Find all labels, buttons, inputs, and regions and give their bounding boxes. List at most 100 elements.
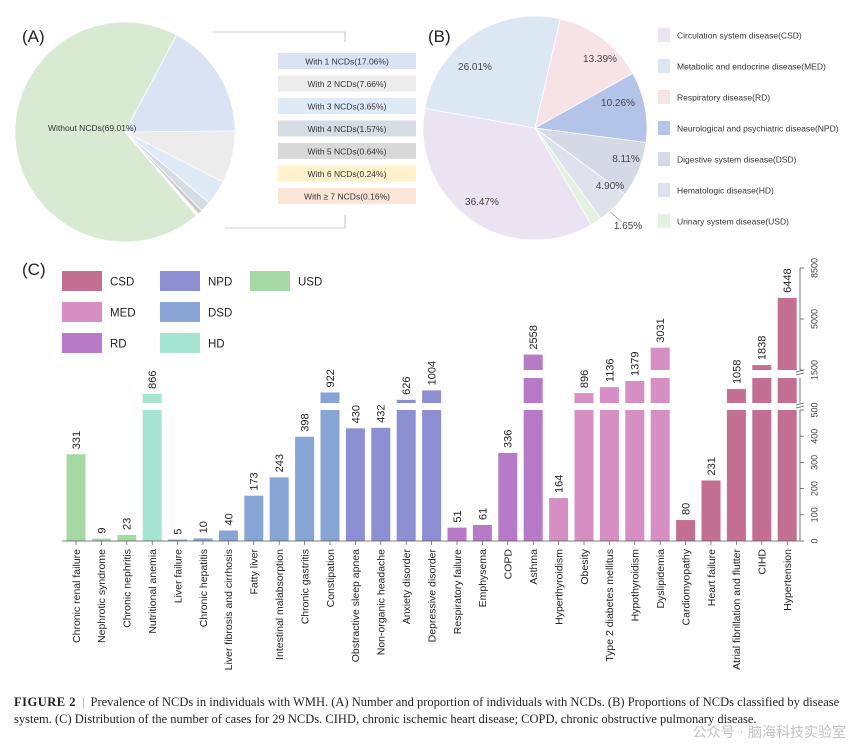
bar-value-hyperthyroidism: 164 — [554, 475, 566, 493]
bar-value-chronic-hepatitis: 10 — [198, 521, 210, 533]
legend-c-swatch-usd — [250, 271, 290, 291]
pie-b-slice-1 — [424, 15, 561, 129]
pie-a-leader-bottom — [225, 215, 346, 229]
caption-separator: | — [82, 695, 85, 709]
bar-heart-failure-part-0 — [701, 480, 721, 541]
bar-value-cihd: 1838 — [757, 336, 769, 360]
pie-b-label-4: 8.11% — [612, 154, 640, 165]
bar-fatty-liver-part-0 — [244, 495, 264, 541]
category-label-cihd: CIHD — [757, 549, 769, 575]
legend-b: Circulation system disease(CSD) Metabolic… — [658, 28, 839, 228]
bar-liver-fibrosis-and-cirrhosis-part-0 — [218, 530, 238, 541]
legend-c-swatch-rd — [62, 333, 102, 353]
bar-value-atrial-fibrillation-and-flutter: 1058 — [731, 360, 743, 384]
bar-value-chronic-renal-failure: 331 — [71, 431, 83, 449]
bar-value-depressive-disorder: 1004 — [427, 361, 439, 385]
bar-value-fatty-liver: 173 — [249, 472, 261, 490]
panel-label-b: (B) — [428, 27, 451, 46]
legend-c-label-med: MED — [110, 308, 136, 320]
axis-c-tick-label-1: 100 — [809, 507, 819, 522]
bar-value-asthma: 2558 — [528, 325, 540, 349]
category-label-hyperthyroidism: Hyperthyroidism — [553, 549, 565, 625]
category-label-hypertension: Hypertension — [782, 549, 794, 611]
category-label-obstractive-sleep-apnea: Obstractive sleep apnea — [350, 549, 362, 662]
bar-atrial-fibrillation-and-flutter-part-0 — [726, 410, 746, 541]
bar-cihd-part-0 — [752, 410, 772, 541]
axis-c-tick-label-8: 8500 — [809, 258, 819, 278]
bar-value-liver-fibrosis-and-cirrhosis: 40 — [223, 513, 235, 525]
bar-value-anxiety-disorder: 626 — [401, 376, 413, 394]
category-label-fatty-liver: Fatty liver — [249, 549, 261, 595]
category-label-cardiomyopathy: Cardiomyopathy — [680, 548, 692, 625]
bar-value-nephrotic-syndrome: 9 — [96, 528, 108, 534]
bar-value-nutritional-anemia: 866 — [147, 370, 159, 388]
figure-caption: FIGURE 2 | Prevalence of NCDs in individua… — [14, 694, 850, 728]
bar-intestinal-malabsorption-part-0 — [269, 477, 289, 541]
bar-emphysema-part-0 — [472, 525, 492, 541]
pie-a-slice-1 — [124, 34, 236, 133]
bar-chronic-renal-failure-part-0 — [66, 454, 86, 541]
bar-value-type-2-diabetes-mellitus: 1136 — [604, 358, 616, 382]
bar-value-cardiomyopathy: 80 — [681, 503, 693, 515]
bar-depressive-disorder-part-0 — [422, 410, 442, 541]
bar-asthma-part-2 — [523, 354, 543, 370]
category-label-chronic-gastritis: Chronic gastritis — [299, 549, 311, 624]
bar-value-constipation: 922 — [325, 369, 337, 387]
category-label-depressive-disorder: Depressive disorder — [426, 548, 438, 642]
category-label-liver-failure: Liver failure — [172, 549, 184, 603]
pie-a-label-6: With 6 NCDs(0.24%) — [308, 169, 387, 179]
bar-value-respiratory-failure: 51 — [452, 510, 464, 522]
legend-b-swatch-2 — [658, 90, 670, 104]
bar-type-2-diabetes-mellitus-part-0 — [599, 410, 619, 541]
pie-b-slice-0 — [422, 107, 592, 241]
category-label-dyslipidemia: Dyslipidemia — [655, 549, 667, 609]
bar-hypothyroidism-part-0 — [625, 410, 645, 541]
pie-a-label-box-3 — [278, 98, 416, 114]
pie-a-label-1: With 1 NCDs(17.06%) — [305, 57, 389, 67]
bar-anxiety-disorder-part-0 — [396, 410, 416, 541]
bar-anxiety-disorder-part-1 — [396, 399, 416, 403]
bar-hypertension-part-1 — [777, 378, 797, 403]
pie-a-label-box-1 — [278, 53, 416, 69]
category-label-copd: COPD — [503, 549, 515, 580]
bar-value-copd: 336 — [503, 430, 515, 448]
pie-b-label-3: 10.26% — [601, 98, 635, 109]
legend-c-label-npd: NPD — [208, 277, 232, 289]
legend-b-swatch-5 — [658, 183, 670, 197]
axis-c-tick-label-6: 1500 — [809, 360, 819, 380]
legend-b-label-3: Neurological and psychiatric disease(NPD… — [677, 124, 839, 134]
axis-c-break-0-a — [795, 402, 805, 406]
pie-b-label-2: 13.39% — [583, 54, 617, 65]
bar-hyperthyroidism-part-0 — [549, 498, 569, 541]
bar-value-chronic-nephritis: 23 — [122, 518, 134, 530]
category-label-anxiety-disorder: Anxiety disorder — [401, 549, 413, 625]
pie-b-slice-2 — [534, 18, 634, 129]
bar-asthma-part-1 — [523, 378, 543, 403]
category-label-nutritional-anemia: Nutritional anemia — [147, 549, 159, 634]
bar-cardiomyopathy-part-0 — [676, 520, 696, 541]
pie-a-label-box-5 — [278, 143, 416, 159]
legend-c-label-csd: CSD — [110, 277, 134, 289]
bar-hypertension-part-2 — [777, 297, 797, 370]
bar-value-hypothyroidism: 1379 — [630, 352, 642, 376]
pie-a-label-box-6 — [278, 165, 416, 182]
category-label-liver-fibrosis-and-cirrhosis: Liver fibrosis and cirrhosis — [223, 549, 235, 670]
bar-dyslipidemia-part-1 — [650, 378, 670, 403]
figure-label: FIGURE 2 — [14, 695, 76, 709]
bar-value-obesity: 896 — [579, 370, 591, 388]
pie-a-label-2: With 2 NCDs(7.66%) — [308, 79, 387, 89]
category-label-respiratory-failure: Respiratory failure — [452, 549, 464, 634]
legend-b-swatch-4 — [658, 152, 670, 166]
legend-b-label-1: Metabolic and endocrine disease(MED) — [677, 62, 826, 72]
pie-b-leader-usd — [609, 211, 623, 223]
legend-b-swatch-0 — [658, 28, 670, 42]
category-label-asthma: Asthma — [528, 549, 540, 585]
bar-obesity-part-1 — [574, 393, 594, 403]
bar-chart-c: CSD NPD USD MED DSD RD HD 0 100 200 300 400 500 1500 5… — [62, 258, 819, 670]
axis-c-tick-label-2: 200 — [809, 481, 819, 496]
bar-hypertension-part-0 — [777, 410, 797, 541]
category-label-non-organic-headache: Non-organic headache — [376, 549, 388, 655]
bar-chronic-nephritis-part-0 — [117, 534, 137, 541]
watermark: 公众号 · 脑海科技实验室 — [692, 725, 846, 741]
panel-label-c: (C) — [22, 260, 46, 279]
